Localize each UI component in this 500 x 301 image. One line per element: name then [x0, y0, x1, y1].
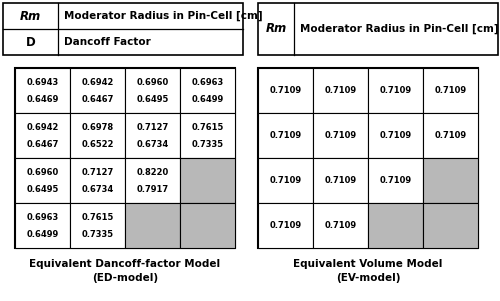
Text: 0.7109: 0.7109: [324, 131, 356, 140]
Text: 0.7127: 0.7127: [136, 123, 168, 132]
Bar: [125, 113, 180, 158]
Bar: [180, 68, 235, 113]
Text: 0.6734: 0.6734: [136, 140, 168, 149]
Text: 0.6960: 0.6960: [136, 78, 168, 87]
Bar: [368, 158, 423, 203]
Bar: [15, 68, 70, 113]
Text: Equivalent Dancoff-factor Model: Equivalent Dancoff-factor Model: [30, 259, 220, 269]
Text: 0.6963: 0.6963: [192, 78, 224, 87]
Bar: [313, 113, 368, 158]
Text: 0.6942: 0.6942: [26, 123, 58, 132]
Bar: [180, 158, 235, 203]
Bar: [423, 113, 478, 158]
Text: 0.7109: 0.7109: [434, 86, 466, 95]
Text: 0.7615: 0.7615: [82, 213, 114, 222]
Text: 0.7109: 0.7109: [270, 221, 302, 230]
Text: 0.7917: 0.7917: [136, 185, 168, 194]
Text: 0.6469: 0.6469: [26, 95, 58, 104]
Bar: [423, 203, 478, 248]
Text: (EV-model): (EV-model): [336, 273, 400, 283]
Text: Equivalent Volume Model: Equivalent Volume Model: [294, 259, 442, 269]
Bar: [258, 68, 313, 113]
Bar: [15, 68, 235, 248]
Bar: [423, 158, 478, 203]
Bar: [258, 3, 498, 55]
Bar: [313, 158, 368, 203]
Text: 0.6467: 0.6467: [82, 95, 114, 104]
Text: 0.7615: 0.7615: [192, 123, 224, 132]
Text: 0.6495: 0.6495: [136, 95, 168, 104]
Text: 0.6963: 0.6963: [26, 213, 58, 222]
Text: 0.7127: 0.7127: [82, 168, 114, 177]
Text: 0.6734: 0.6734: [82, 185, 114, 194]
Text: 0.6943: 0.6943: [26, 78, 58, 87]
Bar: [125, 158, 180, 203]
Bar: [258, 158, 313, 203]
Bar: [125, 68, 180, 113]
Text: Rm: Rm: [266, 23, 286, 36]
Bar: [313, 68, 368, 113]
Text: 0.6499: 0.6499: [26, 230, 58, 239]
Text: 0.7109: 0.7109: [324, 221, 356, 230]
Bar: [368, 113, 423, 158]
Text: 0.7109: 0.7109: [324, 176, 356, 185]
Bar: [313, 203, 368, 248]
Bar: [70, 158, 125, 203]
Text: Dancoff Factor: Dancoff Factor: [64, 37, 151, 47]
Text: 0.7109: 0.7109: [270, 86, 302, 95]
Text: Rm: Rm: [20, 10, 41, 23]
Bar: [15, 158, 70, 203]
Text: 0.7109: 0.7109: [380, 86, 412, 95]
Bar: [15, 203, 70, 248]
Text: 0.6495: 0.6495: [26, 185, 58, 194]
Text: 0.7109: 0.7109: [434, 131, 466, 140]
Bar: [258, 113, 313, 158]
Bar: [180, 203, 235, 248]
Text: 0.8220: 0.8220: [136, 168, 168, 177]
Text: 0.6960: 0.6960: [26, 168, 58, 177]
Bar: [368, 68, 423, 113]
Text: 0.6499: 0.6499: [192, 95, 224, 104]
Bar: [3, 3, 243, 55]
Text: D: D: [26, 36, 36, 48]
Text: 0.7335: 0.7335: [82, 230, 114, 239]
Bar: [70, 113, 125, 158]
Bar: [70, 68, 125, 113]
Text: 0.7109: 0.7109: [270, 176, 302, 185]
Text: 0.6522: 0.6522: [81, 140, 114, 149]
Bar: [258, 203, 313, 248]
Text: 0.7109: 0.7109: [380, 131, 412, 140]
Text: (ED-model): (ED-model): [92, 273, 158, 283]
Bar: [368, 203, 423, 248]
Text: 0.6467: 0.6467: [26, 140, 58, 149]
Text: 0.7109: 0.7109: [380, 176, 412, 185]
Bar: [70, 203, 125, 248]
Bar: [15, 113, 70, 158]
Text: 0.7335: 0.7335: [192, 140, 224, 149]
Bar: [423, 68, 478, 113]
Bar: [125, 203, 180, 248]
Text: Moderator Radius in Pin-Cell [cm]: Moderator Radius in Pin-Cell [cm]: [64, 11, 262, 21]
Bar: [180, 113, 235, 158]
Bar: [258, 68, 478, 248]
Text: 0.6942: 0.6942: [82, 78, 114, 87]
Text: 0.6978: 0.6978: [82, 123, 114, 132]
Text: 0.7109: 0.7109: [324, 86, 356, 95]
Text: Moderator Radius in Pin-Cell [cm]: Moderator Radius in Pin-Cell [cm]: [300, 24, 498, 34]
Text: 0.7109: 0.7109: [270, 131, 302, 140]
